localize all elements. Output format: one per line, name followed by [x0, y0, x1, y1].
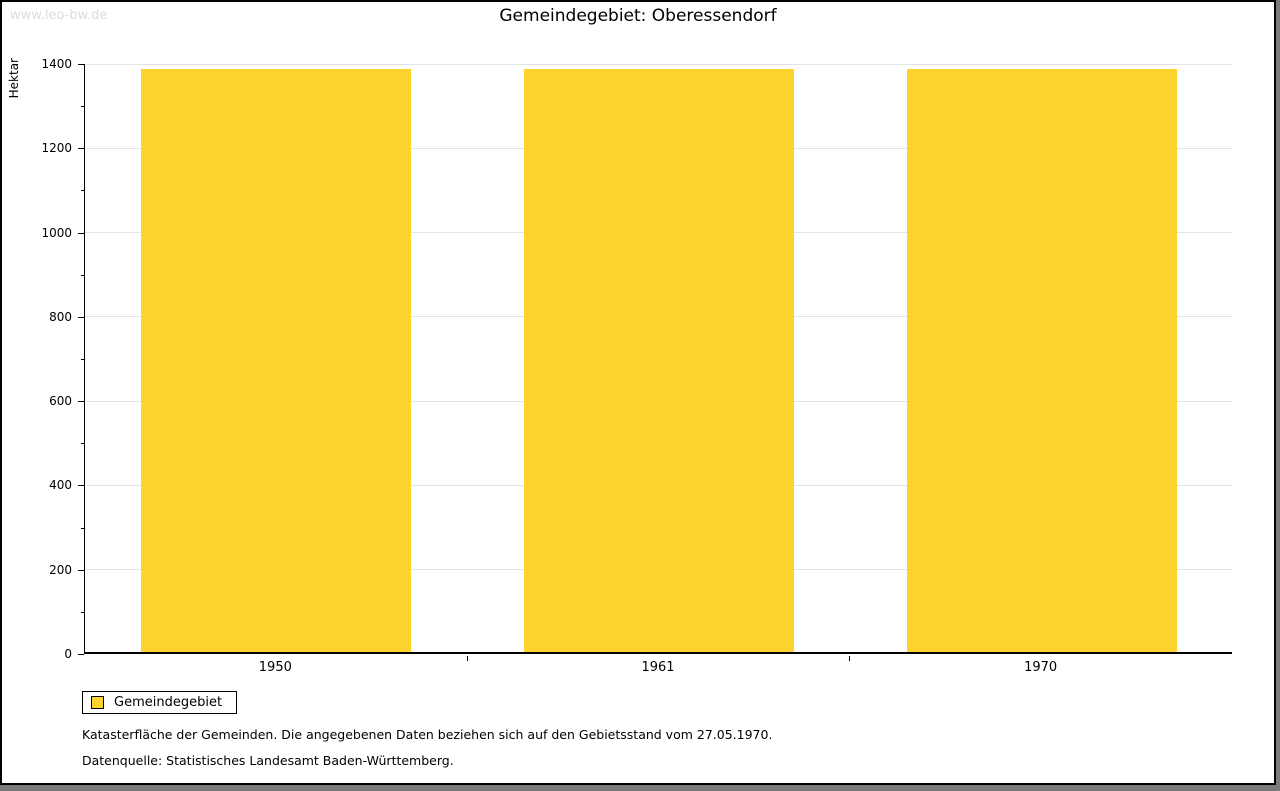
y-tick-label-800: 800 — [49, 309, 72, 324]
y-axis-major-tick-200 — [78, 569, 84, 571]
x-tick-label-1950: 1950 — [258, 660, 292, 675]
y-axis-major-tick-1200 — [78, 148, 84, 150]
y-axis-minor-tick-300 — [81, 527, 84, 529]
y-axis-major-tick-400 — [78, 485, 84, 487]
y-axis-major-tick-600 — [78, 401, 84, 403]
y-tick-label-1200: 1200 — [41, 141, 72, 156]
y-axis-minor-tick-1300 — [81, 106, 84, 108]
x-tick-label-1961: 1961 — [641, 660, 675, 675]
footer-note-source-basis: Katasterfläche der Gemeinden. Die angege… — [82, 727, 773, 742]
footer-note-datenquelle: Datenquelle: Statistisches Landesamt Bad… — [82, 753, 454, 768]
bar-1970 — [906, 69, 1177, 652]
chart-title: Gemeindegebiet: Oberessendorf — [499, 6, 777, 26]
y-axis-minor-tick-1100 — [81, 190, 84, 192]
y-axis-major-tick-800 — [78, 316, 84, 318]
y-tick-label-0: 0 — [64, 647, 72, 661]
legend: Gemeindegebiet — [82, 691, 238, 714]
y-axis-major-tick-0 — [78, 654, 84, 655]
y-tick-label-1000: 1000 — [41, 225, 72, 240]
y-tick-label-1400: 1400 — [41, 57, 72, 71]
plot-area — [84, 63, 1232, 654]
legend-swatch-gemeindegebiet — [91, 696, 104, 709]
y-axis-major-tick-1000 — [78, 232, 84, 234]
gridline-1400 — [85, 63, 1232, 65]
x-tick-label-1970: 1970 — [1024, 660, 1058, 675]
legend-label: Gemeindegebiet — [114, 695, 223, 710]
y-tick-label-600: 600 — [49, 394, 72, 409]
bar-1950 — [141, 69, 412, 652]
y-tick-label-200: 200 — [49, 562, 72, 577]
y-axis-minor-tick-700 — [81, 359, 84, 360]
y-axis-minor-tick-100 — [81, 611, 84, 613]
y-tick-label-400: 400 — [49, 478, 72, 493]
bar-1961 — [524, 69, 794, 652]
y-axis-minor-tick-500 — [81, 443, 84, 445]
y-axis-major-tick-1400 — [78, 64, 84, 65]
watermark: www.leo-bw.de — [10, 8, 108, 23]
y-axis-minor-tick-900 — [81, 274, 84, 276]
x-axis-boundary-tick-2 — [849, 656, 851, 661]
x-axis-boundary-tick-1 — [466, 656, 468, 661]
